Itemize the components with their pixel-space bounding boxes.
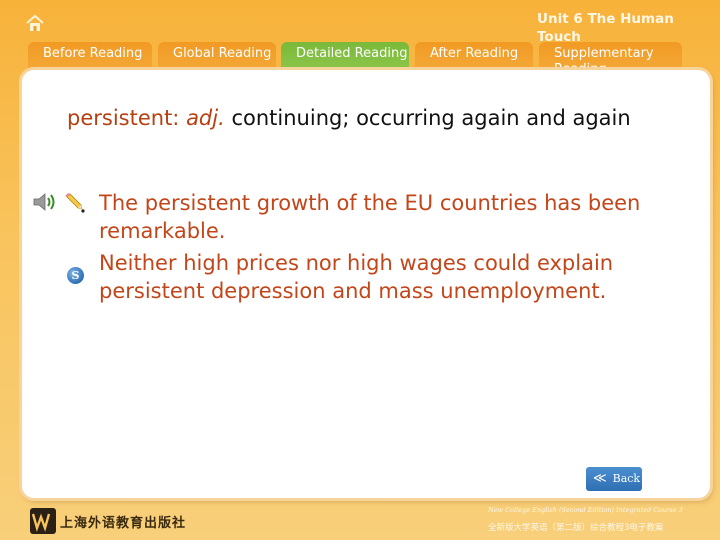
definition-text: continuing; occurring again and again [231,106,631,130]
tab-supplementary-reading[interactable]: Supplementary Reading [539,42,682,72]
content-panel [22,70,710,498]
home-icon[interactable] [25,14,45,32]
section-tabs: Before Reading Global Reading Detailed R… [28,42,700,72]
back-label: Back [612,472,641,485]
example-sentence-1: The persistent growth of the EU countrie… [99,191,641,243]
publisher-logo-mark [30,508,56,534]
course-title-chinese: 全新版大学英语（第二版）综合教程3电子教案 [488,523,664,533]
publisher-logo: 上海外语教育出版社 [30,508,210,534]
tab-before-reading[interactable]: Before Reading [28,42,152,72]
speaker-icon[interactable] [32,192,56,212]
vocabulary-word: persistent: [67,106,180,130]
back-button[interactable]: ≪ Back [586,467,642,491]
tab-detailed-reading[interactable]: Detailed Reading [281,42,409,72]
double-chevron-left-icon: ≪ [593,471,607,486]
unit-title: Unit 6 The Human Touch [537,11,674,45]
example-sentence-2: Neither high prices nor high wages could… [99,251,614,303]
course-title-english: New College English (Second Edition) Int… [488,506,683,514]
publisher-name: 上海外语教育出版社 [60,516,187,531]
word-definition: persistent: adj. continuing; occurring a… [67,104,667,132]
tab-global-reading[interactable]: Global Reading [158,42,276,72]
tab-after-reading[interactable]: After Reading [415,42,533,72]
s-icon[interactable]: S [67,267,84,284]
pencil-icon [65,193,85,213]
part-of-speech: adj. [186,106,225,130]
